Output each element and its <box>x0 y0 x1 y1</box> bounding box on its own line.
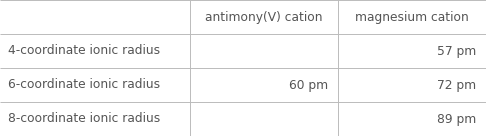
Text: 60 pm: 60 pm <box>289 78 328 92</box>
Text: 4-coordinate ionic radius: 4-coordinate ionic radius <box>8 44 160 58</box>
Text: magnesium cation: magnesium cation <box>355 10 469 24</box>
Text: 8-coordinate ionic radius: 8-coordinate ionic radius <box>8 112 160 126</box>
Text: antimony(V) cation: antimony(V) cation <box>205 10 323 24</box>
Text: 57 pm: 57 pm <box>437 44 476 58</box>
Text: 6-coordinate ionic radius: 6-coordinate ionic radius <box>8 78 160 92</box>
Text: 89 pm: 89 pm <box>437 112 476 126</box>
Text: 72 pm: 72 pm <box>437 78 476 92</box>
